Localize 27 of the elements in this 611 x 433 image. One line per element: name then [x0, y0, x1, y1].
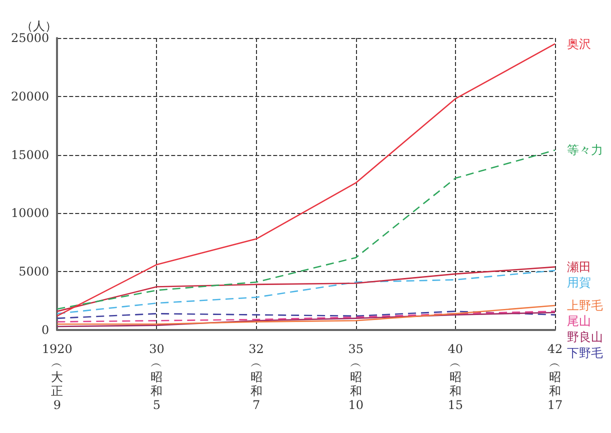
line-series — [56, 312, 556, 328]
text: 下野毛 — [567, 346, 603, 360]
line-series — [56, 43, 556, 317]
series-label: 用賀 — [567, 276, 591, 290]
y-axis-title: （人） — [21, 19, 58, 33]
x-tick-label: 35︵昭和10 — [348, 342, 364, 412]
x-tick-label: 42︵昭和17 — [547, 342, 563, 412]
line-series — [56, 149, 556, 310]
series-label: 野良山 — [567, 330, 603, 344]
series-label: 奥沢 — [567, 36, 591, 51]
series-label: 尾山 — [567, 314, 591, 328]
line-series — [56, 304, 556, 325]
x-tick-label: 30︵昭和5 — [149, 342, 164, 412]
y-tick-label: 0 — [42, 323, 50, 337]
y-tick-label: 25000 — [10, 31, 50, 45]
line-series — [56, 310, 556, 319]
series-label: 瀬田 — [567, 260, 591, 274]
y-tick-label: 5000 — [18, 264, 50, 279]
x-tick-label: 1920︵大正9 — [42, 342, 72, 412]
series-label: 等々力 — [567, 143, 603, 158]
x-tick-label: 40︵昭和15 — [448, 342, 464, 412]
line-series — [56, 310, 556, 322]
y-tick-label: 20000 — [10, 89, 50, 104]
y-tick-label: 10000 — [10, 206, 50, 220]
series-label: 上野毛 — [567, 298, 603, 312]
x-tick-label: 32︵昭和7 — [248, 342, 264, 412]
y-tick-label: 15000 — [10, 148, 50, 162]
